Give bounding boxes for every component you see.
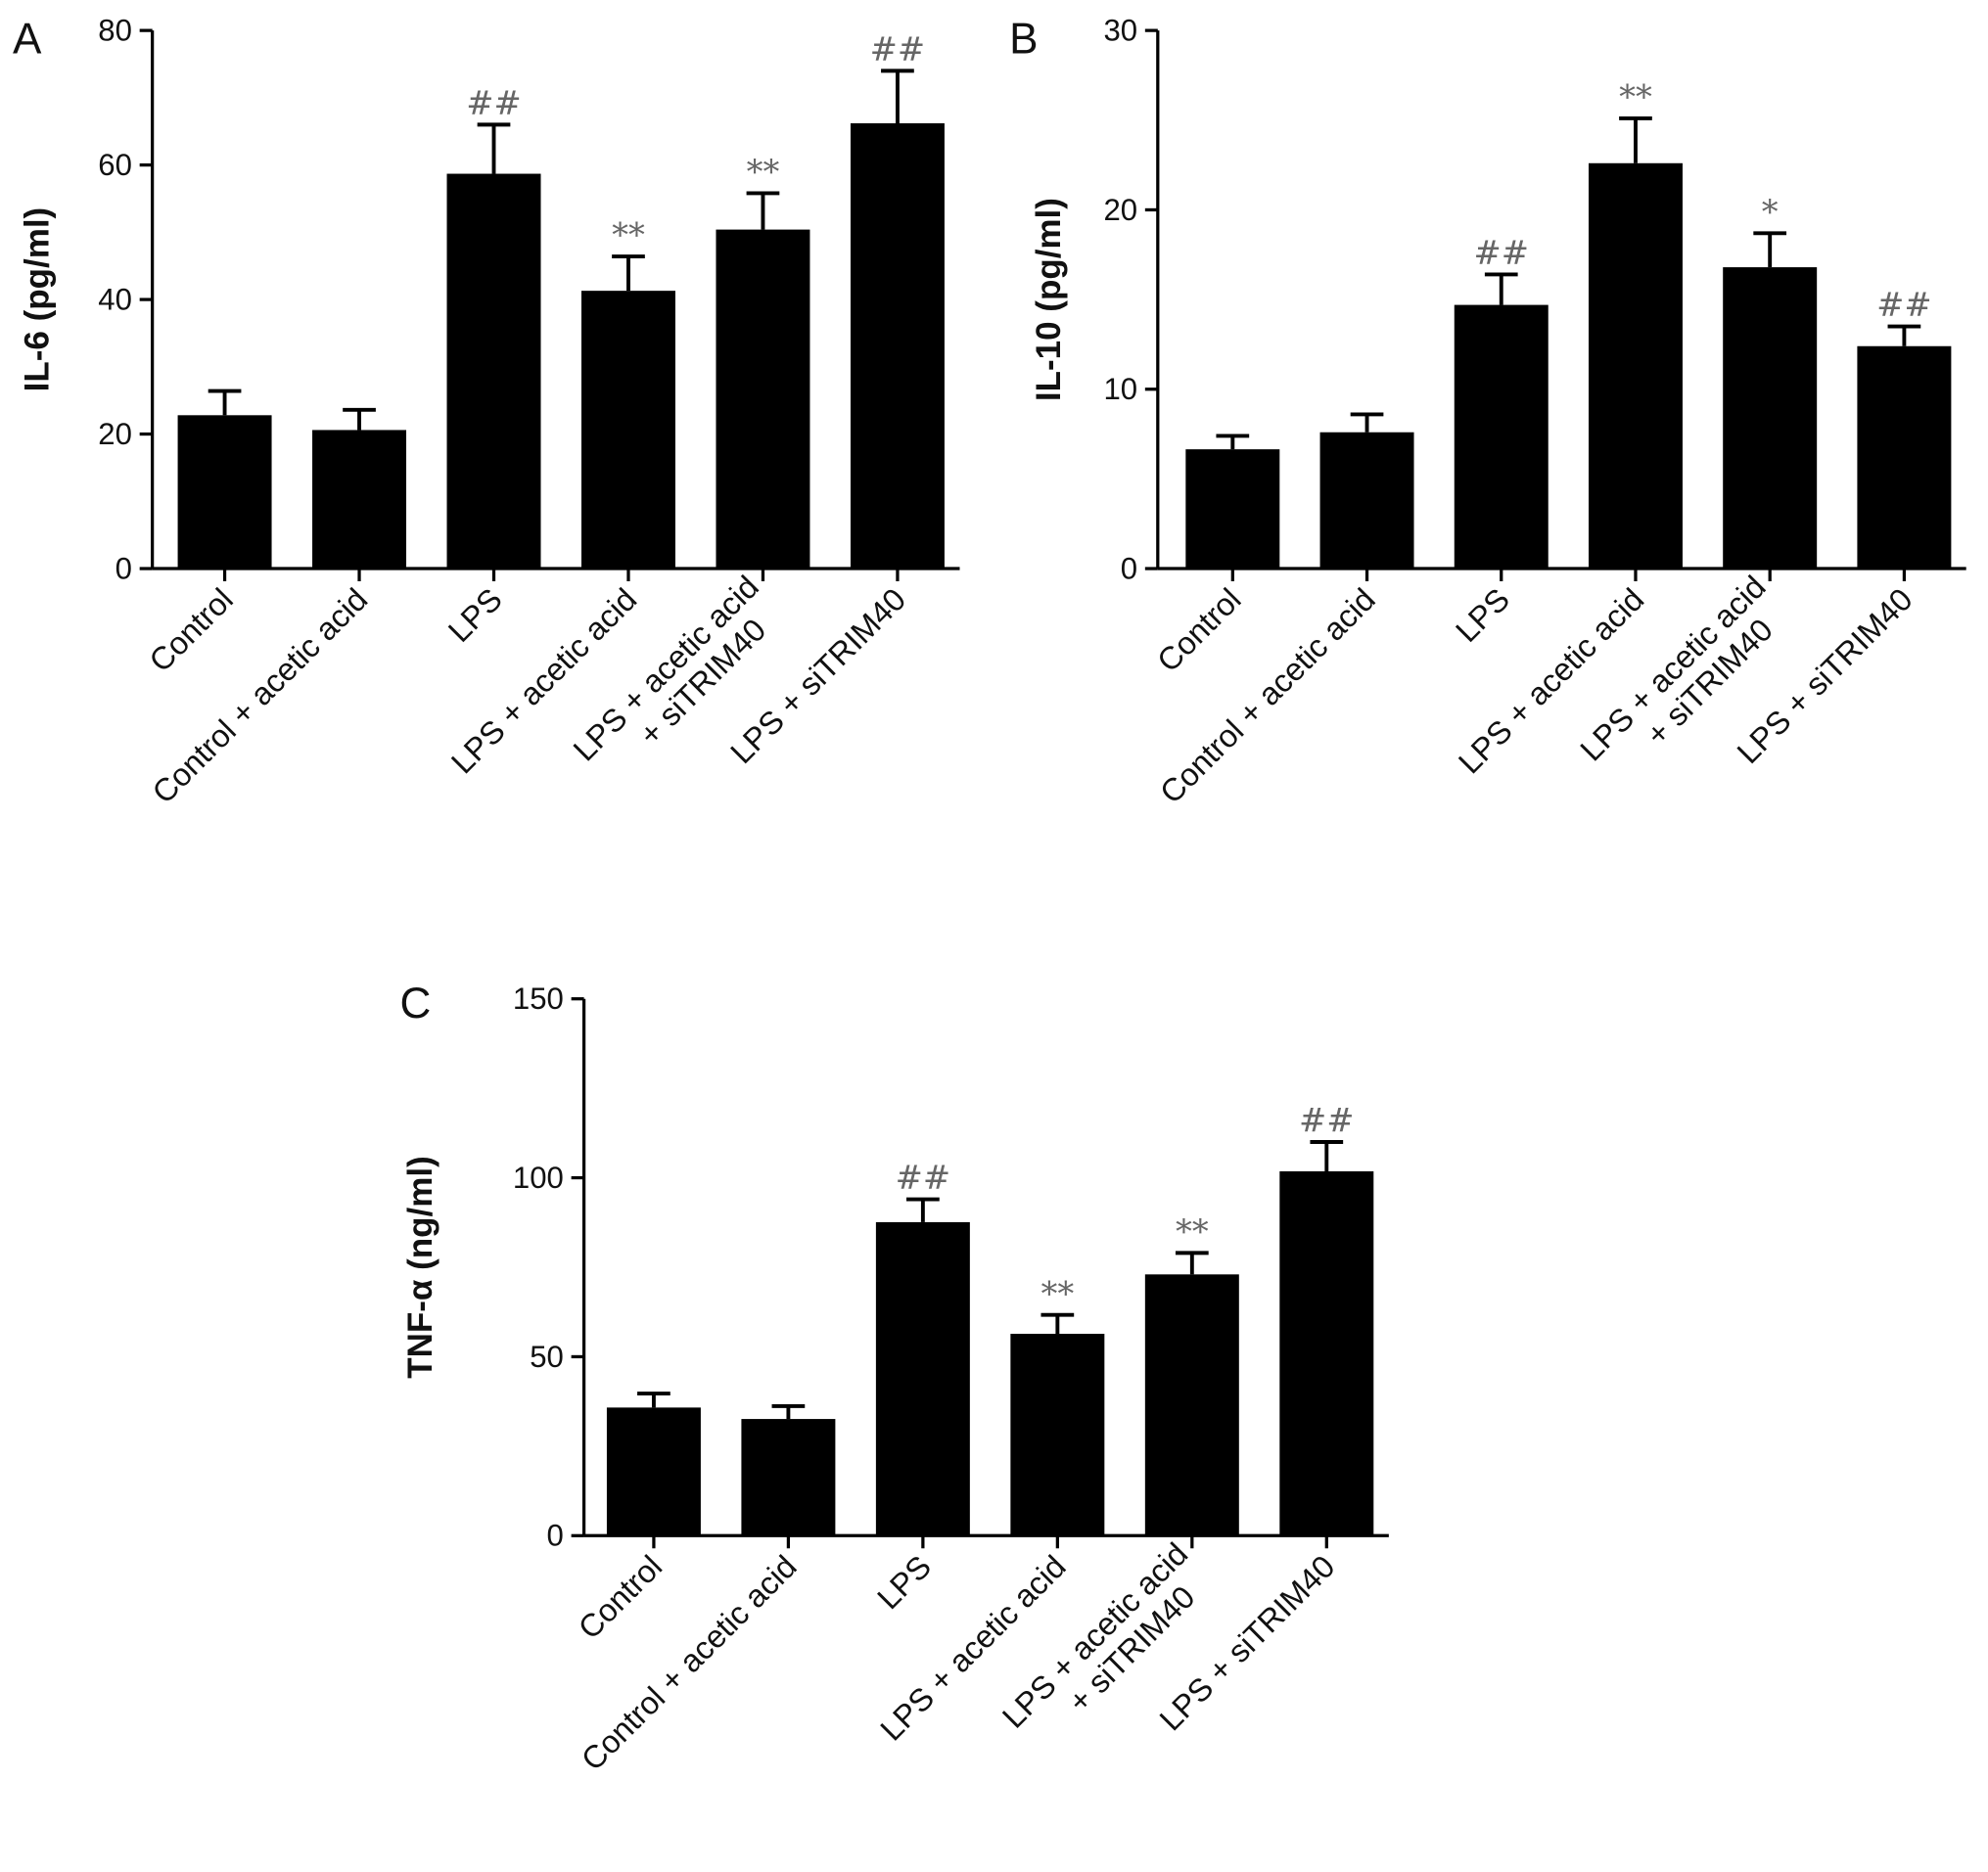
y-tick-label: 0: [547, 1519, 564, 1553]
significance-marker: ##: [870, 30, 926, 68]
y-tick-label: 150: [513, 982, 564, 1016]
x-tick-label: LPS + siTRIM40: [1153, 1549, 1342, 1738]
y-tick-label: 60: [98, 148, 132, 182]
y-tick-label: 20: [98, 417, 132, 451]
significance-marker: ##: [1473, 234, 1529, 272]
panel-label: B: [1009, 15, 1038, 63]
y-tick-label: 100: [513, 1161, 564, 1195]
bar: [1279, 1170, 1374, 1536]
y-axis-label: TNF-α (ng/ml): [401, 1156, 439, 1379]
bar: [580, 291, 675, 570]
bar: [606, 1407, 701, 1536]
x-tick-label: LPS: [441, 581, 509, 649]
y-tick-label: 10: [1103, 372, 1137, 406]
bar: [850, 122, 945, 570]
x-tick-label: LPS: [1449, 581, 1516, 649]
bar: [875, 1221, 970, 1536]
x-tick-label: Control: [143, 581, 240, 678]
bar: [1319, 432, 1414, 570]
x-tick-label: Control: [572, 1549, 669, 1646]
y-axis-label: IL-10 (pg/ml): [1030, 198, 1068, 401]
panel-label: C: [400, 980, 432, 1027]
y-axis-label: IL-6 (pg/ml): [18, 207, 56, 392]
panel-label: A: [13, 15, 42, 63]
significance-marker: **: [1619, 78, 1652, 116]
x-tick-label: LPS + siTRIM40: [723, 581, 912, 770]
bar: [1588, 162, 1683, 570]
bar: [1723, 267, 1818, 570]
x-tick-label: Control: [1150, 581, 1247, 678]
bar: [446, 173, 541, 570]
bar: [1857, 345, 1952, 570]
y-tick-label: 30: [1103, 14, 1137, 48]
bar: [177, 415, 272, 570]
bar: [716, 229, 810, 570]
bar: [312, 430, 407, 570]
bar: [1454, 304, 1549, 570]
y-tick-label: 20: [1103, 193, 1137, 227]
x-tick-label: LPS: [870, 1549, 938, 1617]
x-tick-label: LPS + siTRIM40: [1731, 581, 1919, 770]
y-tick-label: 40: [98, 282, 132, 316]
significance-marker: **: [747, 153, 780, 191]
significance-marker: **: [1040, 1274, 1074, 1312]
y-tick-label: 0: [1121, 551, 1137, 585]
significance-marker: **: [612, 216, 645, 254]
significance-marker: ##: [1299, 1102, 1355, 1140]
y-tick-label: 80: [98, 14, 132, 48]
bar: [1185, 449, 1280, 570]
bar: [1144, 1274, 1239, 1536]
bar: [741, 1419, 836, 1536]
significance-marker: ##: [896, 1159, 951, 1197]
significance-marker: **: [1176, 1212, 1209, 1251]
y-tick-label: 50: [530, 1340, 564, 1374]
significance-marker: ##: [466, 84, 522, 122]
significance-marker: ##: [1876, 286, 1932, 324]
bar: [1010, 1334, 1105, 1536]
y-tick-label: 0: [116, 551, 132, 585]
significance-marker: *: [1762, 193, 1779, 231]
